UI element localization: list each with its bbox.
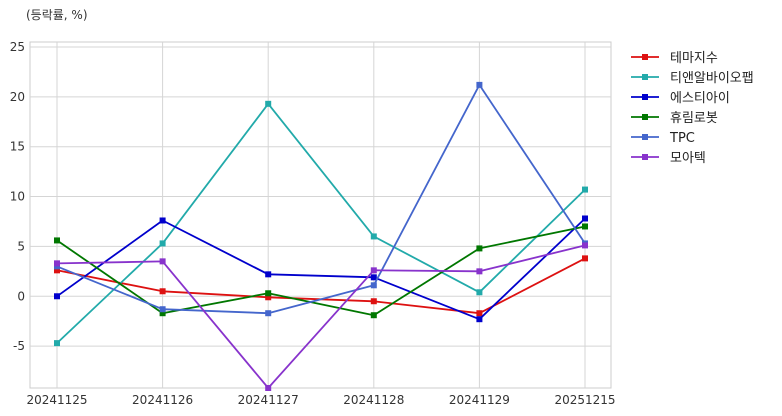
unit-label: (등락률, %) <box>26 8 88 22</box>
x-tick-label: 20241125 <box>26 393 87 407</box>
x-tick-label: 20241127 <box>238 393 299 407</box>
data-point <box>582 255 588 262</box>
data-point <box>265 100 272 107</box>
legend-marker <box>642 74 648 80</box>
data-point <box>582 186 588 193</box>
data-point <box>265 271 272 278</box>
plot-area <box>29 41 612 389</box>
data-point <box>476 310 483 317</box>
y-tick-label: 5 <box>17 239 25 253</box>
legend-label: 티앤알바이오팹 <box>670 71 754 86</box>
legend-item: 티앤알바이오팹 <box>631 71 754 86</box>
series-lines <box>54 81 588 391</box>
data-point <box>159 310 166 317</box>
data-point <box>54 237 60 244</box>
x-tick-label: 20241128 <box>343 393 404 407</box>
data-point <box>476 81 483 88</box>
data-point <box>159 217 166 224</box>
legend-label: TPC <box>669 131 695 146</box>
data-point <box>159 306 166 313</box>
data-point <box>54 340 60 347</box>
series-3 <box>54 223 588 319</box>
data-point <box>476 245 483 252</box>
y-tick-label: 10 <box>10 190 25 204</box>
series-1 <box>54 100 588 347</box>
legend-marker <box>642 114 648 120</box>
legend-marker <box>642 94 648 100</box>
data-point <box>370 274 377 281</box>
y-axis-ticks: -5 0 5 10 15 20 25 <box>10 40 25 353</box>
legend-marker <box>642 54 648 60</box>
legend-marker <box>642 154 648 160</box>
legend-item: 에스티아이 <box>631 91 730 106</box>
data-point <box>370 267 377 274</box>
data-point <box>159 288 166 295</box>
data-point <box>582 215 588 222</box>
series-5 <box>54 242 588 391</box>
data-point <box>54 260 60 267</box>
data-point <box>265 310 272 317</box>
data-point <box>370 282 377 289</box>
series-2 <box>54 215 588 323</box>
data-point <box>159 258 166 265</box>
y-tick-label: 25 <box>10 40 25 54</box>
x-tick-label: 20251215 <box>554 393 615 407</box>
series-line <box>56 84 586 315</box>
x-tick-label: 20241129 <box>449 393 510 407</box>
series-line <box>56 225 586 317</box>
data-point <box>476 316 483 323</box>
legend-item: 모아텍 <box>631 151 706 166</box>
data-point <box>54 267 60 274</box>
legend-item: 테마지수 <box>631 51 718 66</box>
data-point <box>370 312 377 319</box>
series-line <box>56 244 586 389</box>
data-point <box>370 233 377 240</box>
data-point <box>265 385 272 391</box>
legend-item: 휴림로봇 <box>631 111 718 126</box>
x-axis-ticks: 20241125 20241126 20241127 20241128 20241129… <box>26 393 615 407</box>
series-line <box>56 217 586 321</box>
data-point <box>265 290 272 297</box>
data-point <box>582 242 588 249</box>
legend-label: 모아텍 <box>670 151 706 166</box>
data-point <box>476 289 483 296</box>
x-tick-label: 20241126 <box>132 393 193 407</box>
y-tick-label: 15 <box>10 140 25 154</box>
series-line <box>56 102 586 344</box>
y-tick-label: 0 <box>17 289 25 303</box>
y-tick-label: 20 <box>10 90 25 104</box>
legend-label: 테마지수 <box>670 51 718 66</box>
legend-label: 휴림로봇 <box>670 111 718 126</box>
data-point <box>370 298 377 305</box>
data-point <box>54 293 60 300</box>
data-point <box>265 294 272 301</box>
data-point <box>159 240 166 247</box>
legend-marker <box>642 134 648 140</box>
legend-label: 에스티아이 <box>670 91 730 106</box>
data-point <box>582 223 588 230</box>
legend-item: TPC <box>631 131 695 146</box>
y-tick-label: -5 <box>13 339 25 353</box>
data-point <box>476 268 483 275</box>
